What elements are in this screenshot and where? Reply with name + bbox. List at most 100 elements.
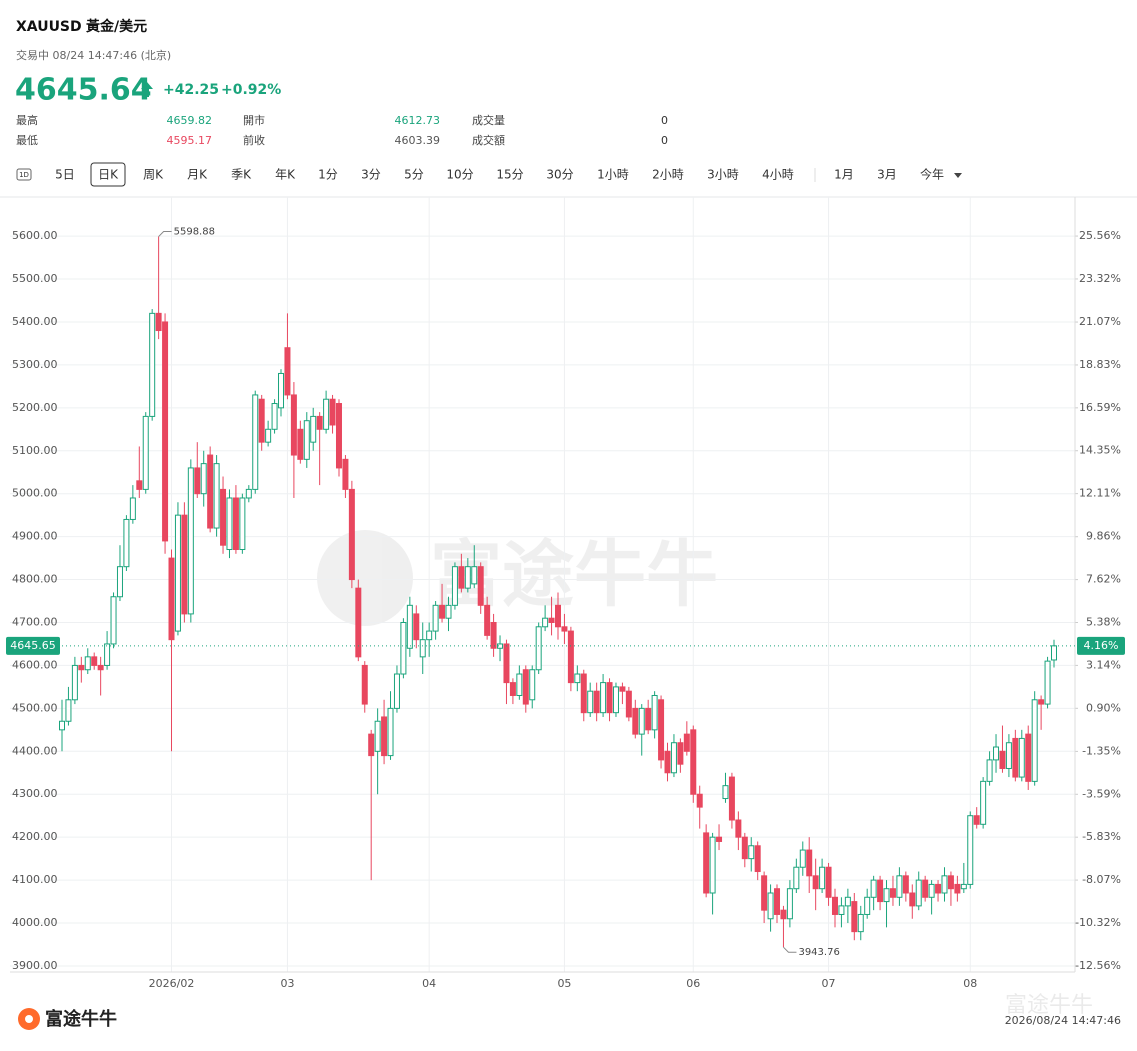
candle-body (207, 454, 214, 529)
candle-body (748, 845, 755, 860)
candle-body (806, 849, 813, 877)
period-tab[interactable]: 周K (143, 168, 164, 182)
period-tab[interactable]: 年K (275, 168, 296, 182)
candle-body (142, 415, 149, 490)
period-tab[interactable]: 4小時 (762, 168, 794, 182)
price-change-pct: +0.92% (221, 82, 281, 98)
x-tick-label: 04 (422, 977, 436, 990)
period-tabs: 1D 5日 日K 周K 月K 季K 年K 1分 3分 5分 10分 15分 30分 1小時 2小時 3小時 4小… (16, 162, 962, 187)
candle-body (786, 888, 793, 920)
period-tab[interactable]: 日K (98, 168, 119, 182)
candle-body (1018, 737, 1025, 778)
candle-body (490, 621, 497, 649)
candle-body (316, 415, 323, 430)
candle-body (780, 909, 787, 920)
candle-body (232, 497, 239, 551)
period-tab[interactable]: 3月 (877, 168, 897, 182)
candle-body (741, 836, 748, 860)
candle-body (555, 604, 561, 628)
candle-body (239, 497, 246, 551)
period-tab[interactable]: 5日 (55, 168, 75, 182)
candle-body (857, 913, 864, 933)
stat-value: 0 (661, 114, 668, 127)
candle-body (986, 759, 993, 782)
period-tab[interactable]: 15分 (496, 168, 523, 182)
period-tab[interactable]: 3小時 (707, 168, 739, 182)
candle-body (310, 415, 317, 443)
low-label: 3943.76 (798, 947, 839, 958)
candle-body (1038, 699, 1045, 705)
y-tick-label: 5200.00 (12, 401, 58, 414)
y-tick-label: 4700.00 (12, 615, 58, 628)
candle-body (162, 321, 169, 542)
candle-body (561, 626, 568, 632)
candle-body (91, 656, 98, 666)
period-tab[interactable]: 今年 (920, 167, 944, 182)
period-tab[interactable]: 10分 (446, 168, 473, 182)
period-tab[interactable]: 季K (231, 168, 252, 182)
candle-body (104, 643, 111, 666)
candle-body (593, 690, 600, 714)
candle-body (503, 643, 510, 684)
period-tab[interactable]: 30分 (546, 168, 573, 182)
candle-body (368, 733, 375, 757)
y2-tick-label: 12.11% (1079, 487, 1121, 500)
symbol: XAUUSD (16, 19, 82, 35)
candle-body (735, 819, 742, 838)
period-tab[interactable]: 1小時 (597, 168, 629, 182)
candle-body (329, 398, 336, 426)
candle-body (1012, 737, 1019, 778)
candle-body (864, 896, 871, 915)
period-tab[interactable]: 1分 (318, 168, 338, 182)
period-tab[interactable]: 3分 (361, 168, 381, 182)
candle-body (954, 883, 961, 894)
tab-icon-box (16, 168, 32, 181)
y-tick-label: 5300.00 (12, 358, 58, 371)
stat-label: 最高 (16, 113, 38, 127)
candle-body (915, 879, 922, 907)
y2-tick-label: 5.38% (1086, 616, 1121, 629)
candle-body (59, 720, 65, 731)
candle-body (831, 896, 838, 915)
y2-tick-label: 7.62% (1086, 573, 1121, 586)
period-tab[interactable]: 2小時 (652, 168, 684, 182)
y-tick-label: 5400.00 (12, 315, 58, 328)
period-tab[interactable]: 月K (187, 168, 208, 182)
x-tick-label: 08 (963, 977, 977, 990)
candle-body (265, 428, 272, 443)
candle-body (413, 613, 420, 641)
candle-body (973, 815, 980, 825)
candle-body (458, 566, 465, 589)
period-tab[interactable]: 1月 (834, 168, 854, 182)
candle-body (960, 883, 967, 890)
period-tab[interactable]: 1D (19, 171, 29, 179)
y-tick-label: 3900.00 (12, 959, 58, 972)
candle-body (670, 742, 677, 774)
period-tab[interactable]: 5分 (404, 168, 424, 182)
candle-body (774, 888, 781, 915)
candle-body (181, 514, 188, 615)
stat-value: 4595.17 (167, 134, 213, 147)
stat-label: 開市 (243, 113, 265, 127)
candle-body (967, 815, 974, 885)
stat-value: 0 (661, 134, 668, 147)
y2-tick-label: 3.14% (1086, 658, 1121, 671)
tab-selected-box (90, 162, 126, 187)
candle-body (284, 347, 291, 396)
candle-body (245, 488, 252, 499)
candle-body (290, 394, 297, 456)
last-price-box (6, 636, 60, 655)
y2-tick-label: -8.07% (1082, 873, 1121, 886)
stat-label: 最低 (16, 134, 38, 147)
candle-body (844, 896, 851, 907)
candle-body (709, 836, 716, 894)
stat-label: 成交量 (472, 113, 505, 127)
y2-tick-label: 0.90% (1086, 701, 1121, 714)
last-price-label: 4645.65 (10, 639, 56, 652)
candle-body (278, 372, 285, 409)
candle-body (619, 686, 626, 692)
candle-body (252, 394, 259, 490)
y-tick-label: 4000.00 (12, 916, 58, 929)
candle-body (677, 742, 684, 765)
